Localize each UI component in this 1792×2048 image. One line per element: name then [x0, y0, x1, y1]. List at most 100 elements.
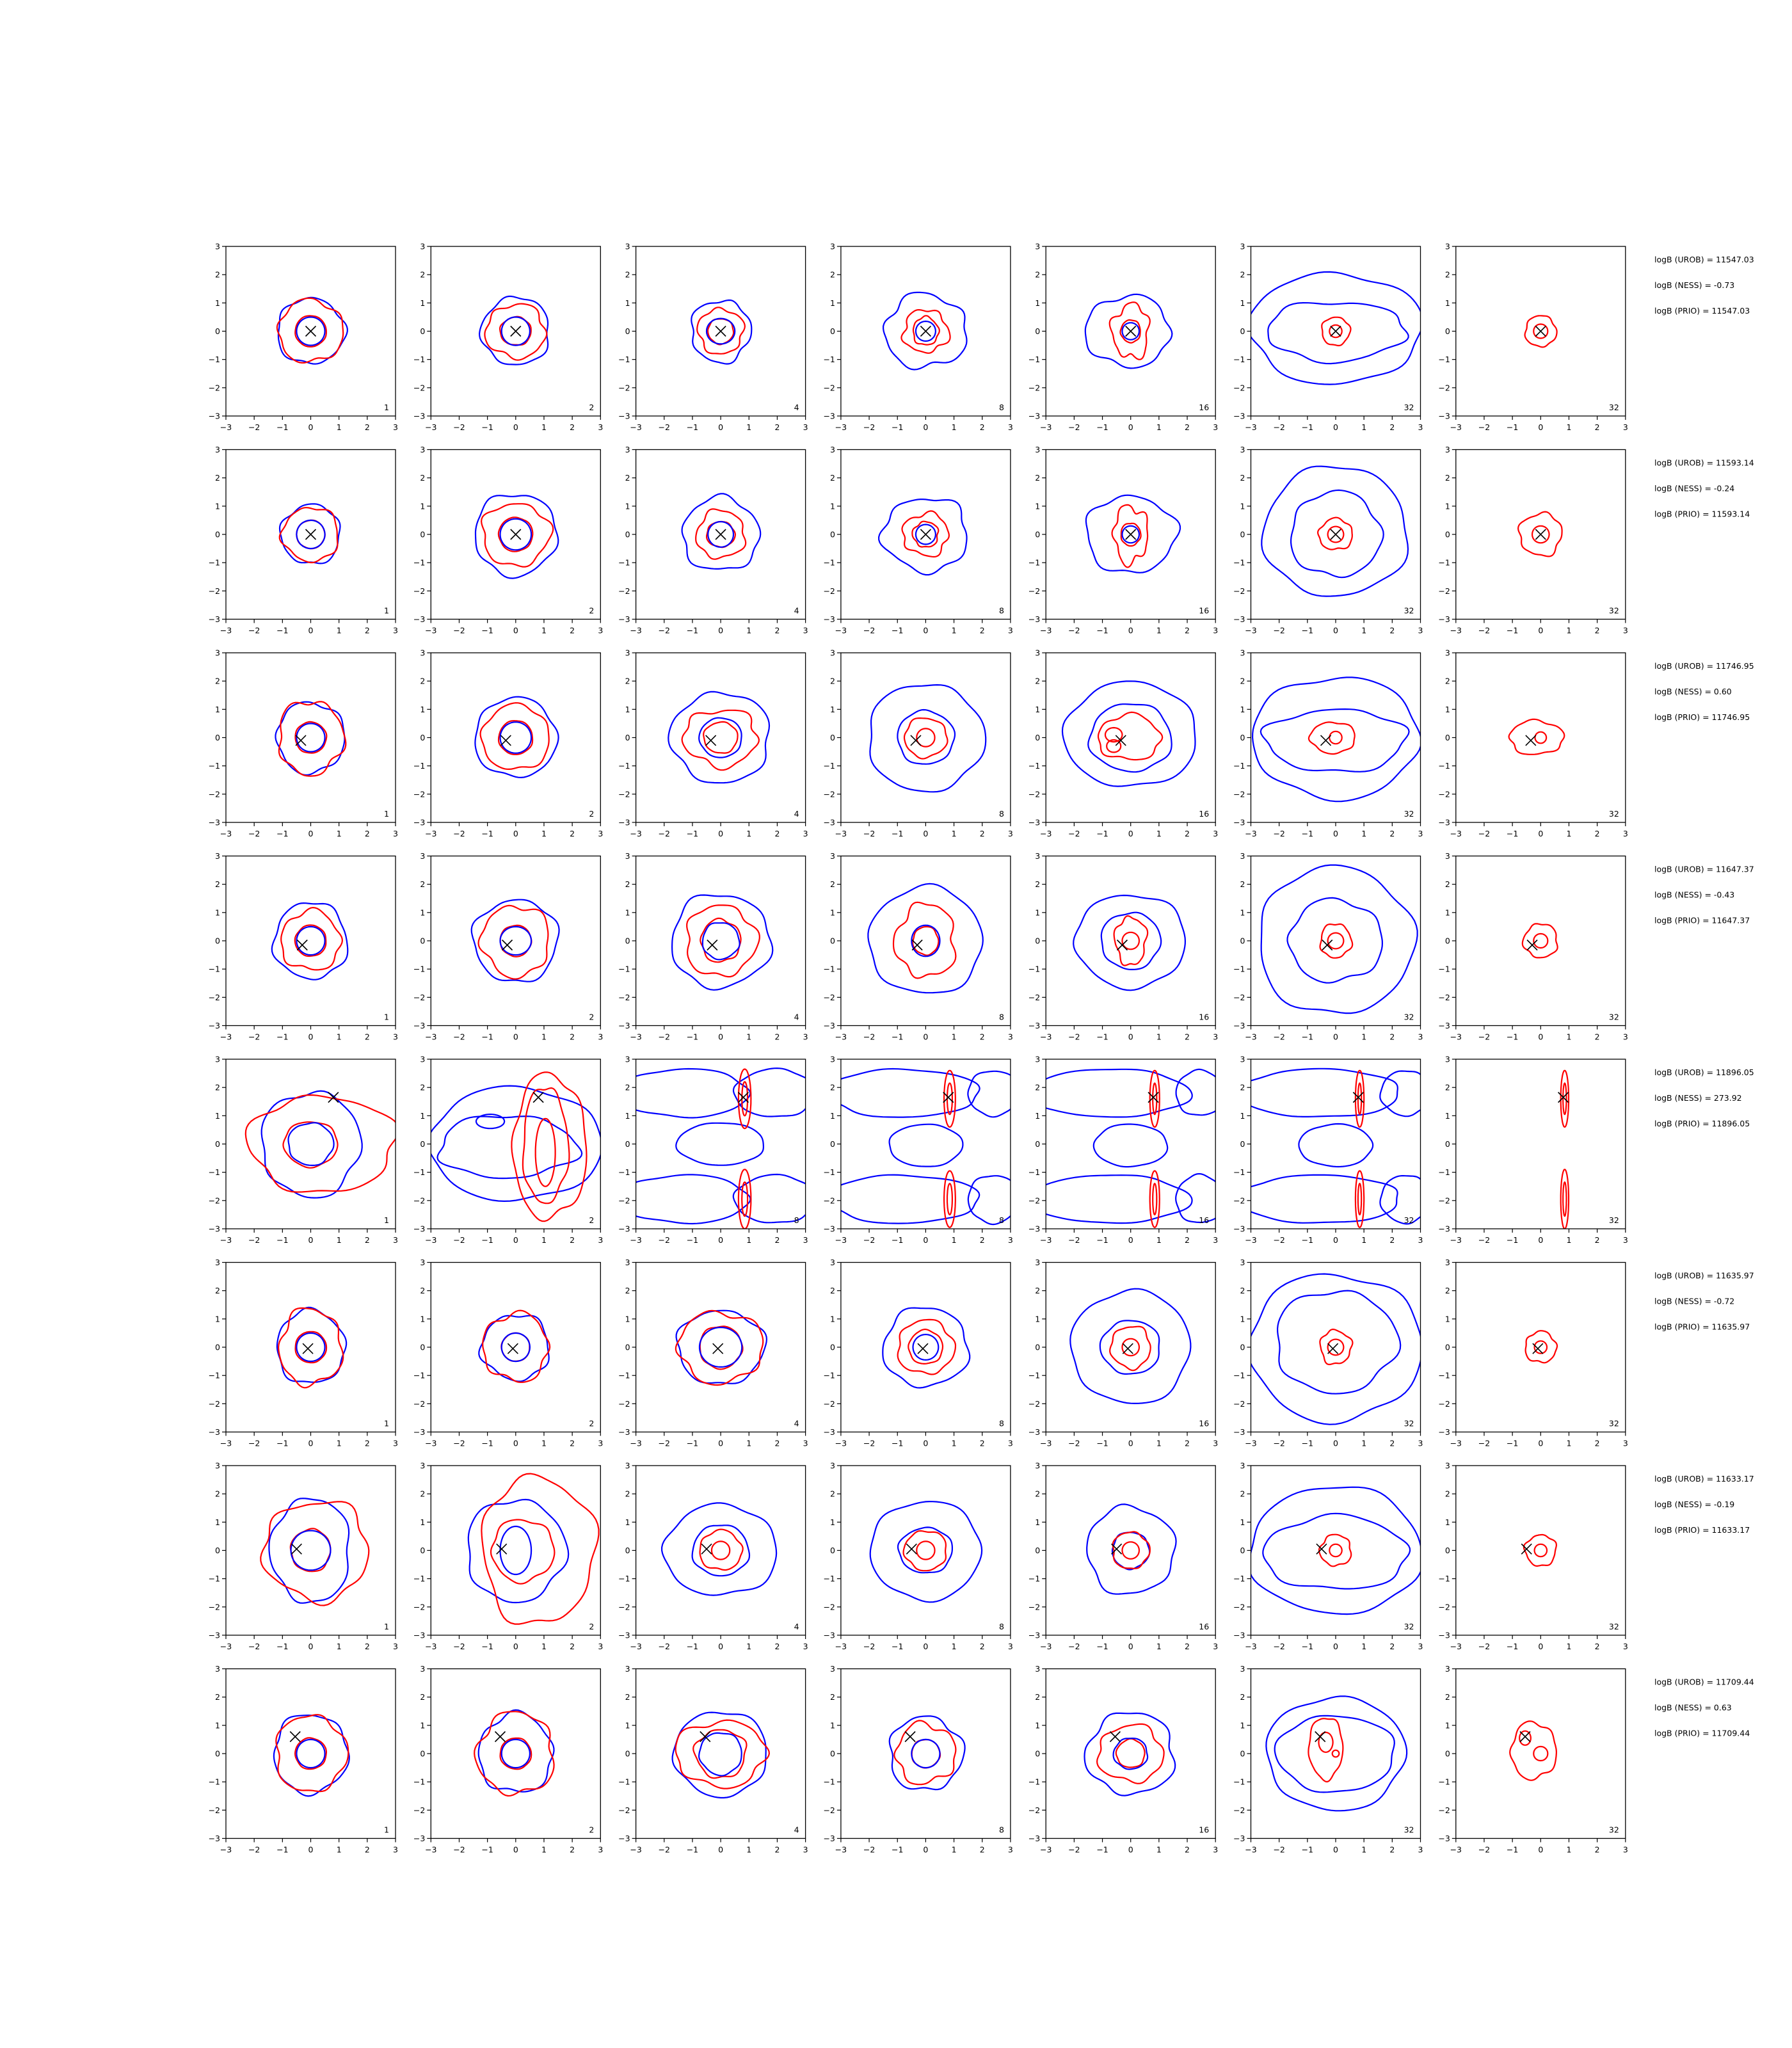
panel-iteration-label: 16 [1199, 1215, 1209, 1225]
y-tick-label: −1 [618, 1167, 630, 1177]
x-tick-label: −3 [425, 1439, 436, 1448]
y-tick-label: 2 [625, 1286, 630, 1295]
y-tick-label: −1 [1233, 964, 1245, 974]
x-tick-label: 1 [541, 1439, 547, 1448]
panel-iteration-label: 8 [999, 1825, 1004, 1835]
y-tick-label: −2 [1028, 586, 1040, 596]
x-tick-label: −1 [1507, 626, 1518, 636]
y-tick-label: 0 [215, 1343, 220, 1352]
x-tick-label: −2 [453, 1845, 465, 1855]
y-tick-label: 3 [625, 1461, 630, 1471]
x-tick-label: 2 [365, 1439, 370, 1448]
x-tick-label: 2 [1595, 829, 1600, 838]
y-tick-label: −2 [1233, 586, 1245, 596]
x-tick-label: −3 [220, 422, 232, 432]
x-marker [305, 325, 317, 337]
y-tick-label: −1 [1233, 1574, 1245, 1583]
red-contour [912, 315, 940, 346]
x-tick-label: 2 [980, 829, 985, 838]
x-tick-label: −3 [835, 422, 847, 432]
y-tick-label: −1 [1028, 1371, 1040, 1380]
y-tick-label: 0 [1035, 936, 1040, 946]
x-tick-label: −3 [630, 1642, 641, 1651]
y-tick-label: 2 [420, 1083, 425, 1092]
y-tick-label: −1 [413, 964, 425, 974]
y-tick-label: 2 [420, 473, 425, 483]
y-tick-label: −3 [618, 1631, 630, 1640]
blue-contour [1073, 894, 1187, 991]
x-marker-stroke [1532, 1343, 1544, 1354]
x-tick-label: −1 [1302, 1235, 1313, 1245]
red-contour [737, 1169, 752, 1229]
x-tick-label: −1 [1302, 1642, 1313, 1651]
blue-contour [296, 1738, 326, 1769]
y-tick-label: 2 [1240, 879, 1245, 889]
panel-r2-c3: −3 −2 −1 0 1 2 3 3 2 1 0 −1 −2 −3 4 [618, 445, 808, 636]
y-tick-label: 0 [625, 530, 630, 540]
y-tick-label: −3 [1438, 818, 1450, 828]
panel-iteration-label: 2 [589, 403, 594, 412]
y-tick-label: 1 [625, 1517, 630, 1527]
blue-contour [1084, 293, 1173, 369]
blue-contour [467, 1498, 570, 1604]
x-tick-label: −2 [863, 1642, 875, 1651]
blue-contour [1298, 1123, 1374, 1168]
x-tick-label: 3 [1213, 422, 1218, 432]
x-marker-stroke [500, 735, 511, 746]
y-tick-label: 3 [625, 242, 630, 252]
x-tick-label: −2 [1273, 829, 1284, 838]
logb-annotation: logB (PRIO) = 11746.95 [1654, 712, 1750, 722]
y-tick-label: −3 [413, 614, 425, 624]
red-contour [294, 315, 327, 348]
x-tick-label: 0 [308, 1439, 314, 1448]
y-tick-label: 3 [420, 1258, 425, 1267]
logb-annotation: logB (UROB) = 11593.14 [1654, 458, 1754, 468]
y-tick-label: −2 [618, 1399, 630, 1409]
x-tick-label: −3 [835, 1439, 847, 1448]
blue-contour [888, 1715, 966, 1791]
y-tick-label: 1 [215, 501, 220, 511]
panel-r7-c3: −3 −2 −1 0 1 2 3 3 2 1 0 −1 −2 −3 4 [618, 1461, 808, 1652]
x-tick-label: 0 [1128, 1845, 1133, 1855]
x-marker [705, 735, 717, 746]
x-marker [507, 1343, 518, 1354]
red-contour [294, 721, 328, 754]
blue-contour [1251, 1486, 1421, 1615]
x-tick-label: −2 [659, 1642, 670, 1651]
y-tick-label: 1 [420, 1720, 425, 1730]
x-tick-label: 2 [365, 829, 370, 838]
red-contour [497, 720, 534, 755]
y-tick-label: 1 [625, 705, 630, 714]
y-tick-label: 2 [830, 270, 835, 280]
y-tick-label: 2 [625, 270, 630, 280]
x-marker-stroke [305, 325, 317, 337]
y-tick-label: 3 [830, 1258, 835, 1267]
panel-r1-c5: −3 −2 −1 0 1 2 3 3 2 1 0 −1 −2 −3 16 [1028, 242, 1218, 433]
x-tick-label: −3 [630, 422, 641, 432]
x-tick-label: 3 [1418, 422, 1423, 432]
red-contour [1331, 1749, 1340, 1758]
red-contour [482, 1309, 551, 1383]
y-tick-label: −2 [413, 1399, 425, 1409]
blue-contour [840, 1174, 980, 1224]
x-tick-label: −1 [1096, 422, 1108, 432]
x-marker-stroke [1322, 940, 1333, 951]
panel-iteration-label: 4 [794, 403, 799, 412]
contour-group [1251, 1068, 1421, 1228]
y-tick-label: 1 [1035, 908, 1040, 917]
y-tick-label: −3 [1438, 1834, 1450, 1843]
x-tick-label: −3 [220, 626, 232, 636]
y-tick-label: −3 [1233, 1631, 1245, 1640]
x-tick-label: −1 [481, 1032, 493, 1042]
y-tick-label: 2 [1445, 270, 1450, 280]
x-tick-label: −1 [276, 1642, 288, 1651]
red-contour [1318, 1731, 1334, 1753]
red-contour [1108, 301, 1151, 360]
panel-iteration-label: 8 [999, 1622, 1004, 1631]
x-tick-label: 0 [1333, 1032, 1338, 1042]
blue-contour [668, 691, 771, 784]
blue-contour [277, 296, 348, 365]
panel-iteration-label: 2 [589, 1012, 594, 1022]
